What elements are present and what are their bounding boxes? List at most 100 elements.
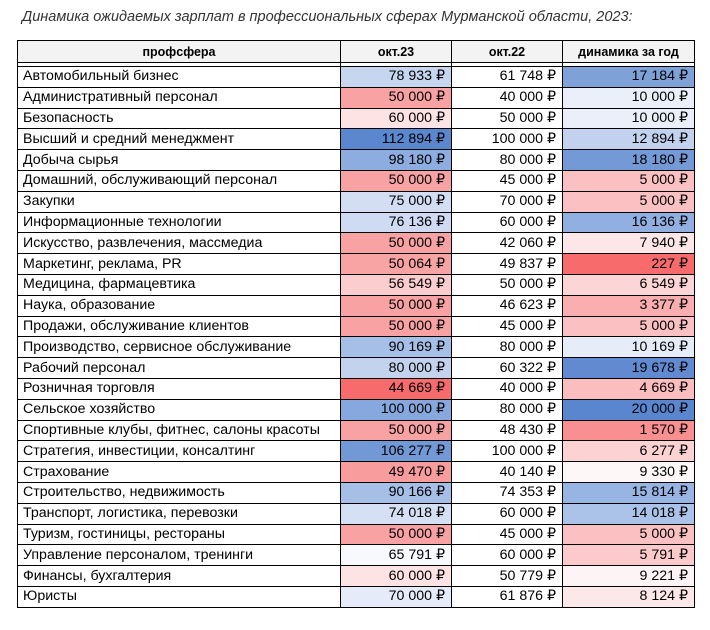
sphere-cell: Розничная торговля bbox=[17, 377, 341, 400]
oct23-cell: 78 933 ₽ bbox=[340, 66, 452, 88]
dynamics-cell: 19 678 ₽ bbox=[562, 357, 695, 379]
dynamics-cell: 5 000 ₽ bbox=[562, 315, 695, 338]
table-row: Стратегия, инвестиции, консалтинг 106 277… bbox=[17, 440, 695, 463]
table-body: Автомобильный бизнес 78 933 ₽61 748 ₽17 1… bbox=[17, 62, 695, 608]
oct23-cell: 44 669 ₽ bbox=[340, 377, 452, 400]
oct22-cell: 46 623 ₽ bbox=[451, 294, 563, 317]
table-row: Продажи, обслуживание клиентов 50 000 ₽45… bbox=[17, 315, 695, 338]
dynamics-cell: 10 000 ₽ bbox=[562, 86, 695, 109]
table-caption: Динамика ожидаемых зарплат в профессиона… bbox=[22, 9, 633, 25]
oct23-cell: 80 000 ₽ bbox=[340, 357, 452, 379]
sphere-cell: Маркетинг, реклама, PR bbox=[17, 253, 341, 275]
table-row: Искусство, развлечения, массмедиа 50 000 … bbox=[17, 232, 695, 255]
oct23-cell: 106 277 ₽ bbox=[340, 440, 452, 463]
table-row: Наука, образование 50 000 ₽46 623 ₽3 377 … bbox=[17, 294, 695, 317]
oct22-cell: 60 322 ₽ bbox=[451, 357, 563, 379]
dynamics-cell: 4 669 ₽ bbox=[562, 377, 695, 400]
dynamics-cell: 9 330 ₽ bbox=[562, 461, 695, 483]
oct22-cell: 80 000 ₽ bbox=[451, 149, 563, 171]
sphere-cell: Стратегия, инвестиции, консалтинг bbox=[17, 440, 341, 463]
sphere-cell: Рабочий персонал bbox=[17, 357, 341, 379]
column-header-dynamics: динамика за год bbox=[562, 40, 695, 63]
table-row: Юристы 70 000 ₽61 876 ₽8 124 ₽ bbox=[17, 585, 695, 608]
oct23-cell: 90 169 ₽ bbox=[340, 336, 452, 359]
oct22-cell: 45 000 ₽ bbox=[451, 315, 563, 338]
sphere-cell: Туризм, гостиницы, рестораны bbox=[17, 523, 341, 546]
header-row: профсфера окт.23 окт.22 динамика за год bbox=[17, 40, 695, 63]
table-row: Добыча сырья 98 180 ₽80 000 ₽18 180 ₽ bbox=[17, 149, 695, 171]
oct22-cell: 50 000 ₽ bbox=[451, 107, 563, 130]
oct22-cell: 45 000 ₽ bbox=[451, 169, 563, 192]
oct22-cell: 74 353 ₽ bbox=[451, 481, 563, 504]
sphere-cell: Добыча сырья bbox=[17, 149, 341, 171]
sphere-cell: Медицина, фармацевтика bbox=[17, 273, 341, 296]
dynamics-cell: 20 000 ₽ bbox=[562, 398, 695, 421]
oct23-cell: 75 000 ₽ bbox=[340, 190, 452, 213]
oct22-cell: 49 837 ₽ bbox=[451, 253, 563, 275]
oct22-cell: 60 000 ₽ bbox=[451, 502, 563, 525]
table-row: Медицина, фармацевтика 56 549 ₽50 000 ₽6 … bbox=[17, 273, 695, 296]
dynamics-cell: 227 ₽ bbox=[562, 253, 695, 275]
oct22-cell: 80 000 ₽ bbox=[451, 398, 563, 421]
sphere-cell: Продажи, обслуживание клиентов bbox=[17, 315, 341, 338]
salary-table: профсфера окт.23 окт.22 динамика за год … bbox=[17, 40, 695, 608]
sphere-cell: Строительство, недвижимость bbox=[17, 481, 341, 504]
table-row: Сельское хозяйство 100 000 ₽80 000 ₽20 00… bbox=[17, 398, 695, 421]
column-header-oct22: окт.22 bbox=[451, 40, 563, 63]
table-row: Рабочий персонал 80 000 ₽60 322 ₽19 678 ₽ bbox=[17, 357, 695, 379]
oct23-cell: 50 000 ₽ bbox=[340, 86, 452, 109]
dynamics-cell: 16 136 ₽ bbox=[562, 211, 695, 234]
sphere-cell: Высший и средний менеджмент bbox=[17, 128, 341, 151]
oct22-cell: 60 000 ₽ bbox=[451, 544, 563, 567]
dynamics-cell: 10 000 ₽ bbox=[562, 107, 695, 130]
sphere-cell: Безопасность bbox=[17, 107, 341, 130]
dynamics-cell: 6 277 ₽ bbox=[562, 440, 695, 463]
table-row: Домашний, обслуживающий персонал 50 000 ₽… bbox=[17, 169, 695, 192]
table-row: Финансы, бухгалтерия 60 000 ₽50 779 ₽9 22… bbox=[17, 565, 695, 587]
dynamics-cell: 9 221 ₽ bbox=[562, 565, 695, 587]
sphere-cell: Управление персоналом, тренинги bbox=[17, 544, 341, 567]
oct23-cell: 65 791 ₽ bbox=[340, 544, 452, 567]
table-row: Транспорт, логистика, перевозки 74 018 ₽6… bbox=[17, 502, 695, 525]
sphere-cell: Административный персонал bbox=[17, 86, 341, 109]
sphere-cell: Автомобильный бизнес bbox=[17, 66, 341, 88]
oct22-cell: 100 000 ₽ bbox=[451, 128, 563, 151]
table-row: Строительство, недвижимость 90 166 ₽74 35… bbox=[17, 481, 695, 504]
sphere-cell: Сельское хозяйство bbox=[17, 398, 341, 421]
table-row: Маркетинг, реклама, PR 50 064 ₽49 837 ₽22… bbox=[17, 253, 695, 275]
table-row: Розничная торговля 44 669 ₽40 000 ₽4 669 … bbox=[17, 377, 695, 400]
table-row: Спортивные клубы, фитнес, салоны красоты… bbox=[17, 419, 695, 442]
oct23-cell: 74 018 ₽ bbox=[340, 502, 452, 525]
sphere-cell: Наука, образование bbox=[17, 294, 341, 317]
oct22-cell: 70 000 ₽ bbox=[451, 190, 563, 213]
oct23-cell: 50 000 ₽ bbox=[340, 419, 452, 442]
dynamics-cell: 5 000 ₽ bbox=[562, 169, 695, 192]
table-row: Высший и средний менеджмент 112 894 ₽100 … bbox=[17, 128, 695, 151]
dynamics-cell: 5 791 ₽ bbox=[562, 544, 695, 567]
table-row: Производство, сервисное обслуживание 90 1… bbox=[17, 336, 695, 359]
oct23-cell: 112 894 ₽ bbox=[340, 128, 452, 151]
column-header-oct23: окт.23 bbox=[340, 40, 452, 63]
sphere-cell: Транспорт, логистика, перевозки bbox=[17, 502, 341, 525]
oct22-cell: 45 000 ₽ bbox=[451, 523, 563, 546]
dynamics-cell: 10 169 ₽ bbox=[562, 336, 695, 359]
dynamics-cell: 1 570 ₽ bbox=[562, 419, 695, 442]
table-row: Управление персоналом, тренинги 65 791 ₽6… bbox=[17, 544, 695, 567]
table-row: Безопасность 60 000 ₽50 000 ₽10 000 ₽ bbox=[17, 107, 695, 130]
oct23-cell: 60 000 ₽ bbox=[340, 565, 452, 587]
table-row: Туризм, гостиницы, рестораны 50 000 ₽45 0… bbox=[17, 523, 695, 546]
oct22-cell: 60 000 ₽ bbox=[451, 211, 563, 234]
oct22-cell: 61 876 ₽ bbox=[451, 585, 563, 608]
sphere-cell: Информационные технологии bbox=[17, 211, 341, 234]
dynamics-cell: 5 000 ₽ bbox=[562, 523, 695, 546]
oct23-cell: 50 064 ₽ bbox=[340, 253, 452, 275]
dynamics-cell: 5 000 ₽ bbox=[562, 190, 695, 213]
oct23-cell: 76 136 ₽ bbox=[340, 211, 452, 234]
table-row: Автомобильный бизнес 78 933 ₽61 748 ₽17 1… bbox=[17, 66, 695, 88]
oct22-cell: 50 000 ₽ bbox=[451, 273, 563, 296]
oct23-cell: 100 000 ₽ bbox=[340, 398, 452, 421]
dynamics-cell: 17 184 ₽ bbox=[562, 66, 695, 88]
oct22-cell: 50 779 ₽ bbox=[451, 565, 563, 587]
dynamics-cell: 14 018 ₽ bbox=[562, 502, 695, 525]
dynamics-cell: 3 377 ₽ bbox=[562, 294, 695, 317]
